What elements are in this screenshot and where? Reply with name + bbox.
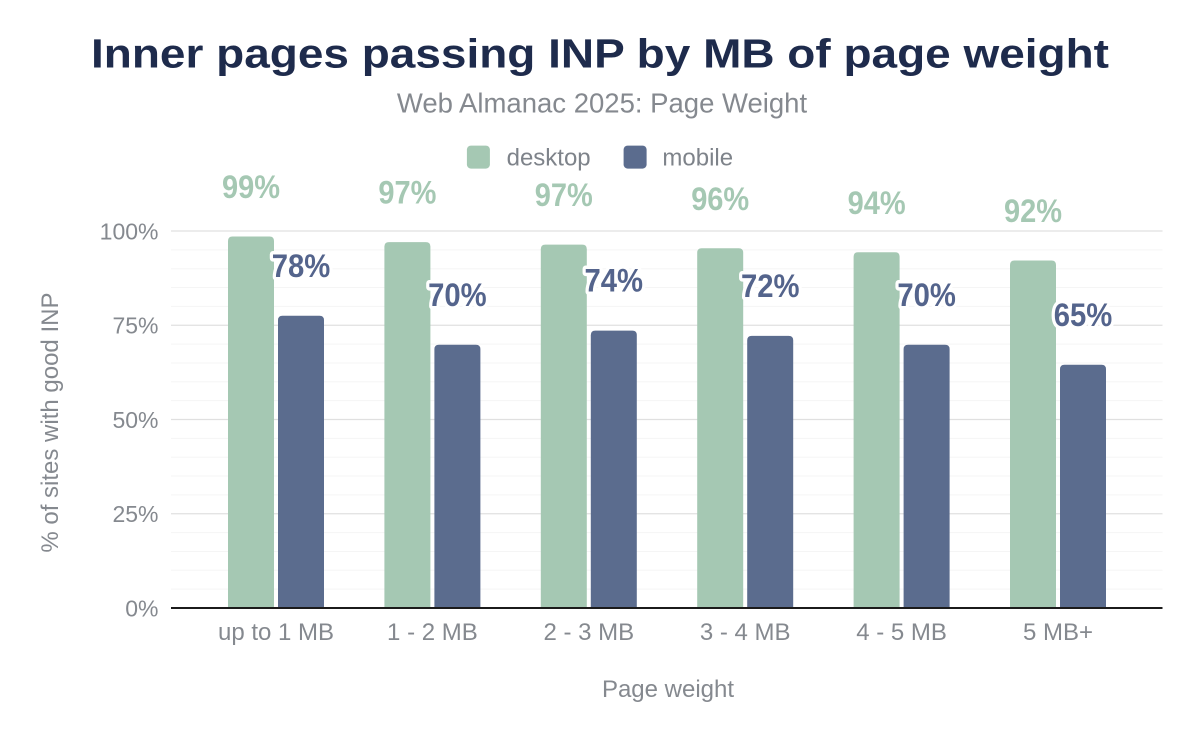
svg-text:100%: 100% [100,218,159,244]
svg-text:Inner pages passing INP by MB: Inner pages passing INP by MB of page we… [91,31,1109,77]
svg-text:up to 1 MB: up to 1 MB [218,619,334,646]
svg-text:70%: 70% [897,277,956,313]
svg-text:78%: 78% [272,248,331,284]
svg-text:97%: 97% [378,175,436,211]
svg-text:75%: 75% [112,313,158,339]
svg-text:Page weight: Page weight [602,676,734,703]
svg-text:mobile: mobile [662,145,733,172]
svg-text:97%: 97% [535,177,593,213]
svg-text:25%: 25% [112,501,158,527]
svg-text:99%: 99% [222,169,280,205]
svg-text:0%: 0% [125,595,158,621]
svg-text:% of sites with good INP: % of sites with good INP [37,293,64,553]
svg-text:94%: 94% [848,185,906,221]
svg-text:1 - 2 MB: 1 - 2 MB [387,619,478,646]
svg-text:3 - 4 MB: 3 - 4 MB [700,619,791,646]
svg-text:2 - 3 MB: 2 - 3 MB [543,619,634,646]
svg-text:desktop: desktop [507,145,591,172]
svg-text:50%: 50% [112,407,158,433]
svg-text:Web Almanac 2025: Page Weight: Web Almanac 2025: Page Weight [397,88,808,119]
svg-text:72%: 72% [741,268,800,304]
svg-text:5 MB+: 5 MB+ [1023,619,1093,646]
svg-text:65%: 65% [1054,297,1113,333]
svg-text:74%: 74% [585,263,644,299]
svg-text:70%: 70% [428,277,487,313]
svg-text:96%: 96% [691,181,749,217]
svg-text:92%: 92% [1004,193,1062,229]
svg-text:4 - 5 MB: 4 - 5 MB [856,619,947,646]
